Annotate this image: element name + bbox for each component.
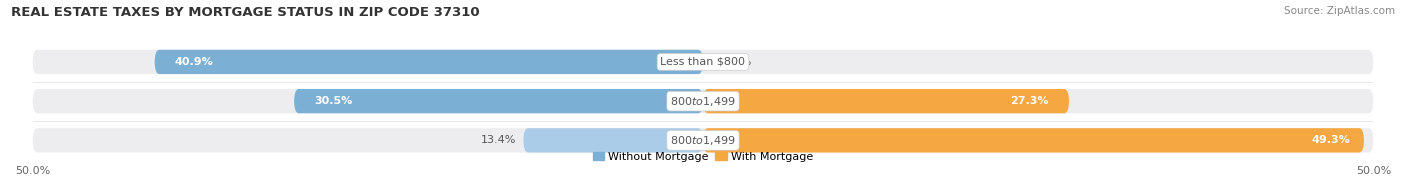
FancyBboxPatch shape xyxy=(32,89,1374,113)
Text: REAL ESTATE TAXES BY MORTGAGE STATUS IN ZIP CODE 37310: REAL ESTATE TAXES BY MORTGAGE STATUS IN … xyxy=(11,6,479,19)
Text: Source: ZipAtlas.com: Source: ZipAtlas.com xyxy=(1284,6,1395,16)
FancyBboxPatch shape xyxy=(32,128,1374,152)
Text: 0.0%: 0.0% xyxy=(723,57,751,67)
FancyBboxPatch shape xyxy=(703,128,1364,152)
FancyBboxPatch shape xyxy=(703,89,1069,113)
Text: 27.3%: 27.3% xyxy=(1011,96,1049,106)
Text: 49.3%: 49.3% xyxy=(1312,135,1351,145)
Text: $800 to $1,499: $800 to $1,499 xyxy=(671,95,735,108)
FancyBboxPatch shape xyxy=(523,128,703,152)
Text: 30.5%: 30.5% xyxy=(314,96,353,106)
FancyBboxPatch shape xyxy=(32,50,1374,74)
FancyBboxPatch shape xyxy=(294,89,703,113)
Text: Less than $800: Less than $800 xyxy=(661,57,745,67)
FancyBboxPatch shape xyxy=(155,50,703,74)
Text: 13.4%: 13.4% xyxy=(481,135,516,145)
Text: 40.9%: 40.9% xyxy=(174,57,214,67)
Text: $800 to $1,499: $800 to $1,499 xyxy=(671,134,735,147)
Legend: Without Mortgage, With Mortgage: Without Mortgage, With Mortgage xyxy=(588,147,818,166)
